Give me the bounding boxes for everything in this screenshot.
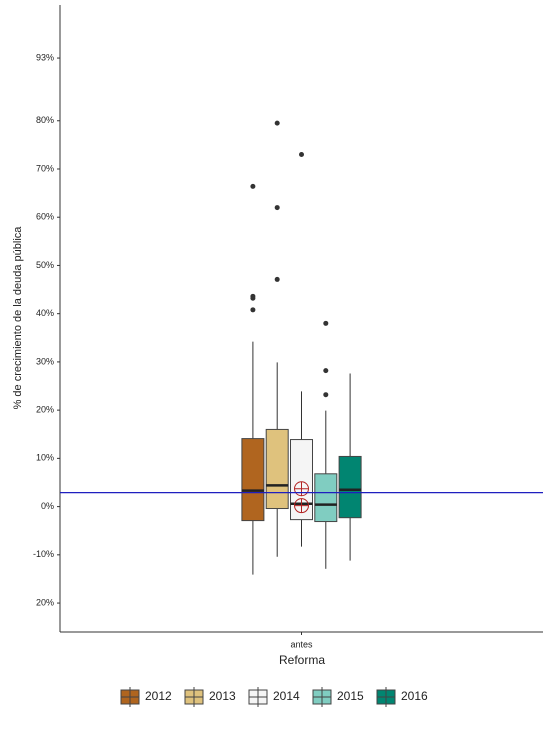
box <box>290 439 313 521</box>
y-tick-label: 60% <box>36 212 54 222</box>
box <box>314 473 338 523</box>
outlier <box>250 295 256 301</box>
box <box>241 438 265 522</box>
outlier <box>323 392 329 398</box>
y-tick-label: 70% <box>36 163 54 173</box>
y-tick-label: 20% <box>36 597 54 607</box>
outlier <box>274 120 280 126</box>
x-tick-label: antes <box>290 639 313 649</box>
x-axis-title: Reforma <box>279 653 325 667</box>
outlier <box>274 276 280 282</box>
legend-label: 2014 <box>273 689 300 703</box>
y-tick-label: 93% <box>36 52 54 62</box>
y-tick-label: 40% <box>36 308 54 318</box>
y-tick-label: 50% <box>36 260 54 270</box>
box <box>265 428 289 510</box>
y-axis-title: % de crecimiento de la deuda pública <box>12 226 24 410</box>
y-tick-label: -10% <box>33 549 54 559</box>
outlier <box>299 152 304 158</box>
outlier <box>250 307 256 313</box>
outlier <box>250 183 256 189</box>
y-tick-label: 30% <box>36 356 54 366</box>
y-tick-label: 80% <box>36 115 54 125</box>
outlier <box>323 320 329 326</box>
y-tick-label: 20% <box>36 405 54 415</box>
outlier <box>274 205 280 211</box>
y-tick-label: 0% <box>41 501 54 511</box>
legend-label: 2013 <box>209 689 236 703</box>
y-tick-label: 10% <box>36 453 54 463</box>
box <box>338 455 362 519</box>
outlier <box>323 368 329 374</box>
legend-label: 2015 <box>337 689 364 703</box>
legend-label: 2012 <box>145 689 172 703</box>
legend-label: 2016 <box>401 689 428 703</box>
